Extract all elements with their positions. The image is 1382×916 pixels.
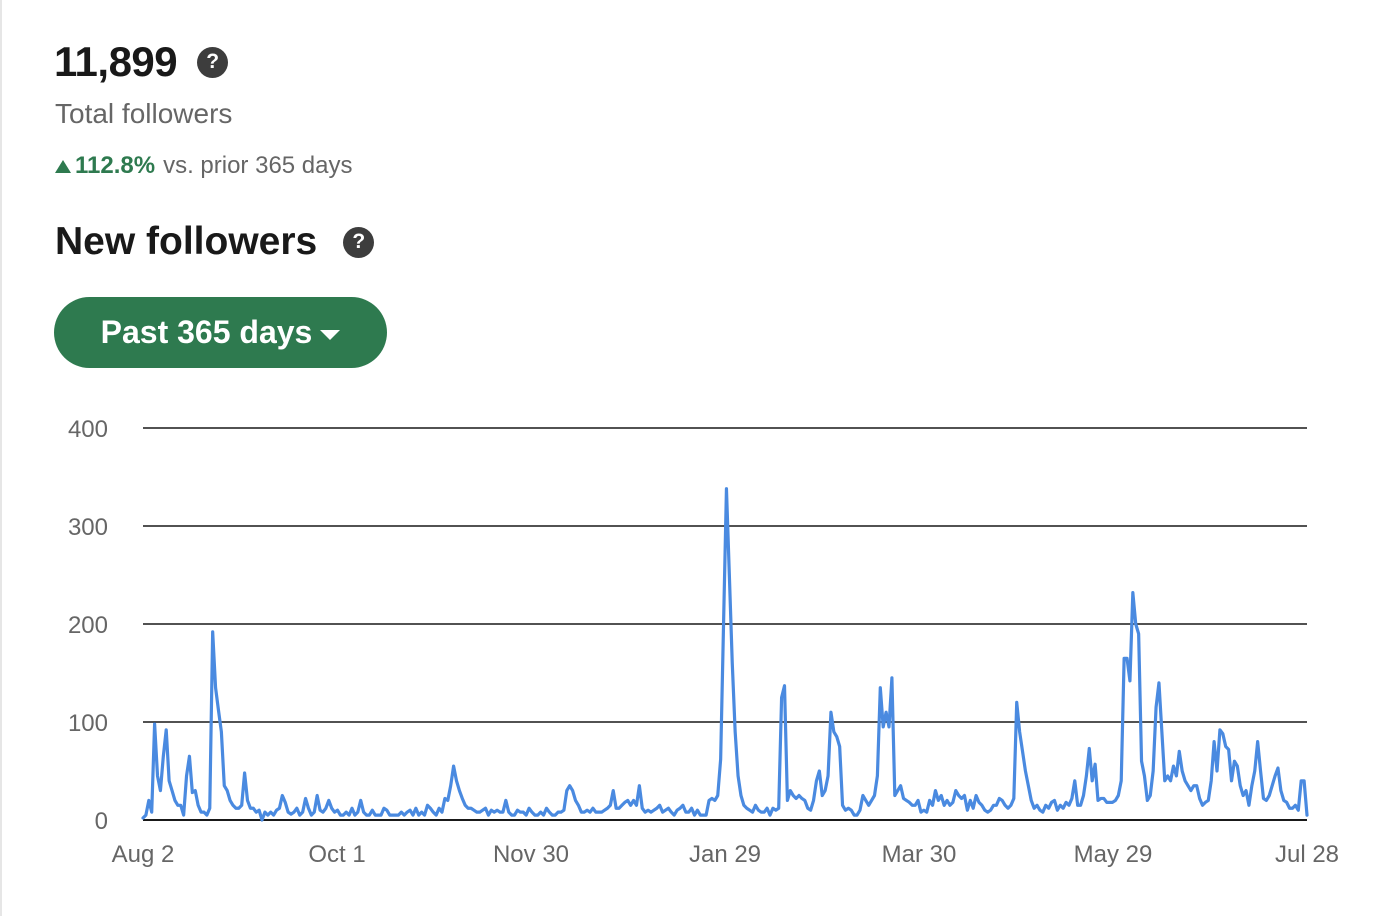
change-comparison-label: vs. prior 365 days [163,152,353,179]
total-followers-label: Total followers [55,98,233,129]
x-tick-label: Jul 28 [1275,841,1339,868]
help-icon[interactable]: ? [197,46,229,78]
y-tick-label: 200 [68,612,108,639]
help-icon[interactable]: ? [343,226,375,258]
change-percent: 112.8% [75,152,156,179]
new-followers-header: New followers ? [55,220,375,264]
y-tick-label: 300 [68,514,108,541]
total-followers-row: 11,899 ? [54,38,229,86]
date-range-dropdown[interactable]: Past 365 days [54,297,387,368]
series-line-0 [141,487,1309,822]
x-tick-label: Oct 1 [308,841,365,868]
date-range-label: Past 365 days [100,314,313,350]
y-tick-label: 0 [95,808,108,835]
x-tick-label: Nov 30 [493,841,569,868]
new-followers-chart: 0 100 200 300 400 Aug 2 Oct 1 Nov 30 Jan 29 Mar 3… [68,416,1339,868]
y-tick-label: 100 [68,710,108,737]
panel-left-border [0,0,2,916]
x-tick-label: Jan 29 [689,841,761,868]
y-tick-label: 400 [68,416,108,443]
trend-up-icon [55,159,71,173]
x-tick-label: Aug 2 [112,841,175,868]
x-tick-label: May 29 [1074,841,1153,868]
followers-change: 112.8% vs. prior 365 days [55,152,353,180]
caret-down-icon [320,329,341,340]
x-tick-label: Mar 30 [882,841,957,868]
total-followers-value: 11,899 [54,38,178,85]
section-title: New followers [55,220,318,263]
